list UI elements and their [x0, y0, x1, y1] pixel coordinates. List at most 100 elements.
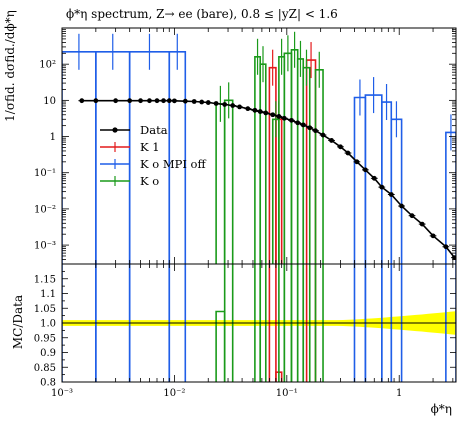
data-point-35	[362, 167, 368, 173]
data-point-5	[147, 98, 152, 104]
data-point-22	[270, 112, 276, 118]
y-tick-label-ratio-6: 1.1	[40, 289, 56, 300]
data-point-32	[338, 144, 343, 150]
data-point-27	[300, 122, 306, 128]
data-point-0	[79, 98, 85, 104]
k-o-ratio-bin-9	[302, 264, 311, 382]
data-point-41	[419, 221, 425, 227]
data-point-37	[379, 184, 385, 190]
x-tick-label-3: 1	[396, 388, 402, 399]
data-point-21	[263, 110, 269, 116]
data-line	[81, 99, 456, 259]
main-series	[62, 31, 456, 264]
data-point-28	[307, 125, 313, 131]
data-point-15	[222, 102, 228, 107]
main-frame	[61, 27, 457, 265]
data-point-1	[93, 98, 99, 104]
k-o-mpi-off-ratio-bin-7	[390, 264, 403, 382]
data-point-7	[161, 98, 166, 104]
data-point-11	[191, 99, 197, 104]
data-point-12	[199, 99, 205, 105]
data-point-8	[166, 98, 172, 104]
k-o-mpi-off-ratio-bin-5	[364, 264, 383, 382]
data-point-33	[345, 150, 351, 156]
x-tick-label-0: 10⁻³	[51, 388, 73, 399]
data-point-38	[388, 192, 394, 197]
data-point-31	[329, 138, 334, 143]
data-point-18	[245, 106, 251, 112]
k-o-ratio-bin-3	[259, 264, 267, 382]
data-point-36	[371, 175, 377, 181]
y-tick-label-ratio-3: 0.95	[34, 333, 56, 344]
ratio-series	[62, 264, 456, 382]
y-axis-label-main-text: 1/σfid. dσfid./dϕ*η	[3, 10, 17, 122]
k-o-bin-6	[283, 52, 293, 264]
chart-title: ϕ*η spectrum, Z→ ee (bare), 0.8 ≤ |yZ| <…	[66, 7, 338, 21]
data-point-25	[289, 117, 294, 123]
legend-label-1: K 1	[140, 140, 160, 154]
k-1-bin-2	[305, 59, 317, 264]
k-o-mpi-off-bin-0	[62, 50, 97, 264]
k-o-ratio-bin-7	[290, 264, 299, 382]
y-tick-label-ratio-2: 0.9	[40, 348, 56, 359]
legend-label-0: Data	[140, 123, 168, 137]
k-o-mpi-off-ratio-bin-4	[353, 264, 367, 382]
data-point-30	[320, 132, 326, 138]
k-o-mpi-off-ratio-bin-6	[381, 264, 393, 382]
k-o-ratio-bin-10	[314, 264, 324, 382]
y-tick-label-main-1: 10⁻²	[34, 204, 56, 215]
data-point-42	[430, 233, 436, 239]
data-point-14	[213, 101, 219, 106]
y-tick-label-main-3: 1	[50, 132, 56, 143]
data-point-43	[443, 244, 449, 250]
data-point-9	[172, 98, 177, 104]
y-axis-label-ratio-text: MC/Data	[11, 295, 25, 349]
k-o-mpi-off-bin-7	[390, 118, 403, 264]
y-tick-label-ratio-5: 1.05	[34, 304, 56, 315]
data-point-3	[127, 98, 133, 104]
y-tick-label-ratio-4: 1.0	[40, 319, 56, 330]
k-o-bin-3	[259, 63, 267, 264]
data-point-13	[205, 100, 211, 105]
data-point-34	[354, 159, 360, 165]
y-tick-label-ratio-1: 0.85	[34, 363, 56, 374]
k-o-mpi-off-ratio-bin-1	[95, 264, 131, 382]
data-point-4	[138, 98, 143, 104]
legend-marker-0	[112, 127, 118, 133]
data-point-19	[252, 107, 258, 113]
k-o-mpi-off-ratio-bin-2	[128, 264, 171, 382]
k-o-mpi-off-ratio-bin-3	[168, 264, 187, 382]
data-point-2	[113, 98, 119, 104]
legend-label-2: K o MPI off	[140, 157, 206, 171]
k-o-bin-0	[215, 103, 226, 264]
k-o-bin-10	[314, 68, 324, 264]
k-o-ratio-bin-6	[283, 264, 293, 382]
y-tick-label-main-2: 10⁻¹	[34, 168, 56, 179]
data-point-17	[237, 104, 242, 110]
x-axis-label: ϕ*η	[431, 402, 452, 416]
x-tick-label-1: 10⁻²	[163, 388, 185, 399]
x-tick-label-2: 10⁻¹	[276, 388, 298, 399]
k-o-ratio-bin-1	[223, 264, 234, 382]
k-o-ratio-bin-8	[296, 264, 305, 382]
data-point-6	[154, 98, 160, 104]
data-point-39	[399, 203, 404, 209]
k-o-mpi-off-ratio-bin-0	[62, 264, 97, 382]
k-o-mpi-off-bin-1	[95, 50, 131, 264]
data-point-16	[230, 103, 236, 108]
data-point-23	[276, 114, 282, 119]
y-axis-label-main: 1/σfid. dσfid./dϕ*η	[3, 10, 17, 122]
data-point-20	[257, 109, 263, 114]
data-point-26	[295, 120, 301, 126]
y-axis-label-ratio: MC/Data	[11, 295, 25, 349]
k-o-bin-1	[223, 99, 234, 264]
y-tick-label-main-0: 10⁻³	[34, 241, 56, 252]
axes: 10⁻³ 10⁻² 10⁻¹ 1 10⁻³ 10⁻² 10⁻¹ 1 10 10² 0.8 0.85 0.…	[34, 27, 457, 399]
data-point-29	[313, 128, 318, 134]
data-point-40	[409, 213, 415, 219]
k-o-mpi-off-ratio-bin-8	[445, 264, 456, 382]
y-tick-label-main-5: 10²	[39, 60, 56, 71]
legend-label-3: K o	[140, 174, 159, 188]
